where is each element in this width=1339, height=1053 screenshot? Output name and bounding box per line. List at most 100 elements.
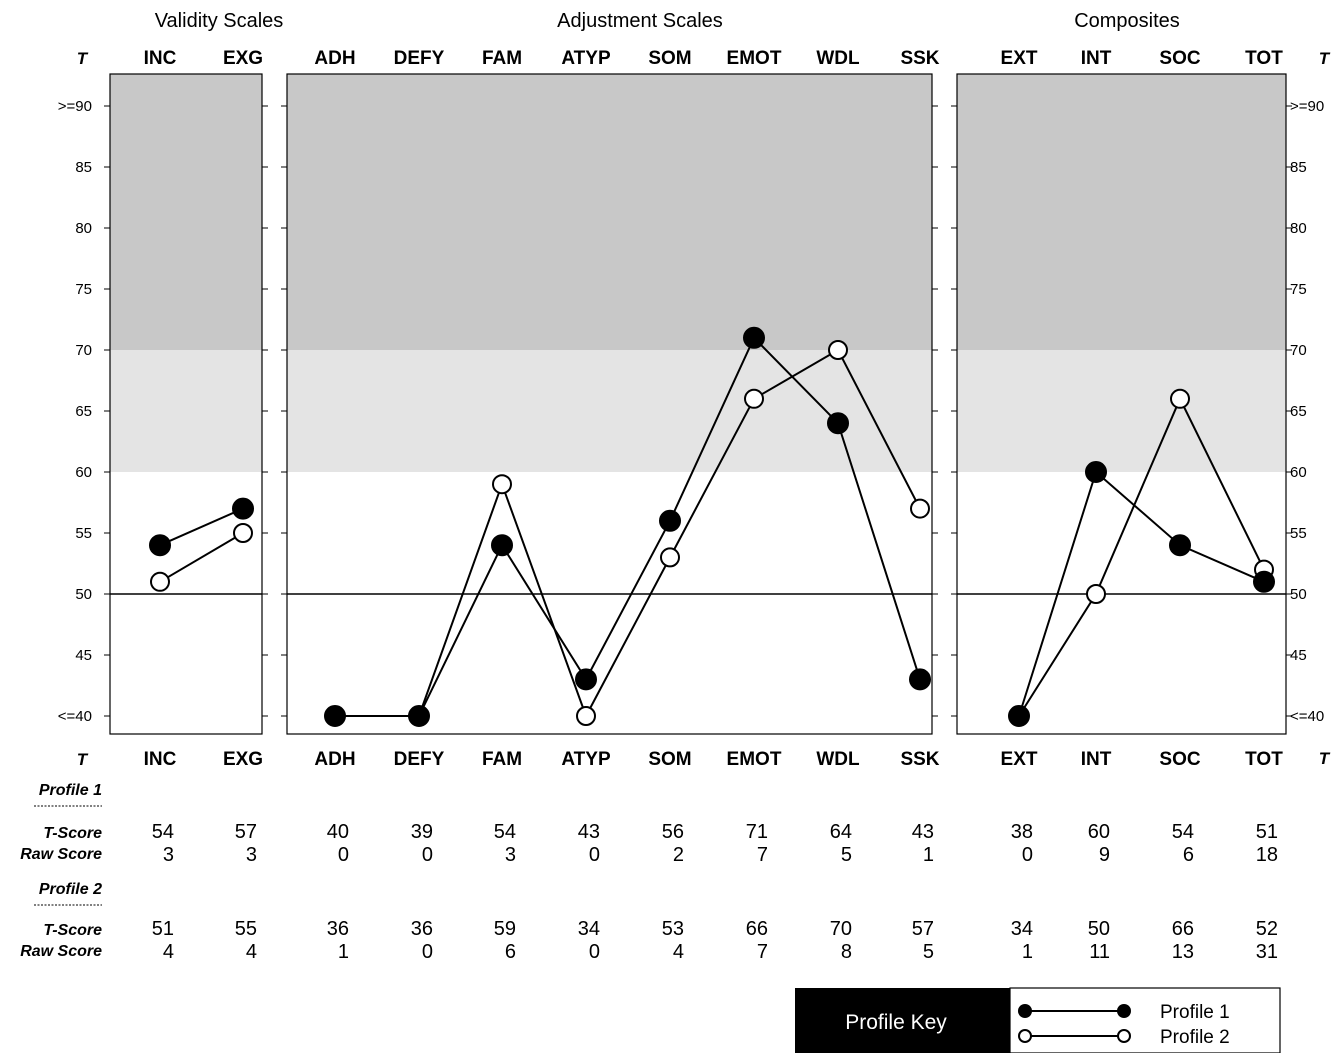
t-score-value: 59 (494, 918, 516, 940)
scale-label-top: SOM (648, 48, 691, 69)
raw-score-value: 5 (923, 941, 934, 963)
raw-score-value: 0 (422, 941, 433, 963)
group-title: Adjustment Scales (557, 10, 723, 32)
y-tick-label-left: 55 (75, 525, 92, 542)
scale-label-bottom: FAM (482, 749, 522, 770)
data-point-profile-2-int (1086, 584, 1106, 604)
raw-score-value: 3 (163, 844, 174, 866)
scale-label-bottom: EMOT (727, 749, 782, 770)
raw-score-value: 18 (1256, 844, 1278, 866)
legend-marker-profile-1 (1117, 1004, 1131, 1018)
t-score-value: 60 (1088, 821, 1110, 843)
y-tick-label-left: 60 (75, 464, 92, 481)
y-tick-label-right: >=90 (1290, 98, 1324, 115)
y-tick-label-left: 45 (75, 647, 92, 664)
t-score-value: 54 (152, 821, 174, 843)
y-tick-label-left: 50 (75, 586, 92, 603)
scale-label-bottom: EXG (223, 749, 263, 770)
scale-label-top: SSK (900, 48, 939, 69)
scale-label-top: INT (1081, 48, 1112, 69)
t-score-value: 40 (327, 821, 349, 843)
scale-label-top: SOC (1159, 48, 1200, 69)
legend-marker-profile-1 (1018, 1004, 1032, 1018)
band-elevated (287, 74, 932, 350)
scale-label-bottom: EXT (1001, 749, 1038, 770)
y-tick-label-left: 70 (75, 342, 92, 359)
t-score-value: 54 (1172, 821, 1194, 843)
scale-label-top: EXT (1001, 48, 1038, 69)
t-score-value: 53 (662, 918, 684, 940)
t-score-value: 43 (578, 821, 600, 843)
t-score-value: 36 (327, 918, 349, 940)
legend-label-profile-1: Profile 1 (1160, 1002, 1230, 1023)
t-score-label: T-Score (43, 825, 102, 842)
scale-label-top: EMOT (727, 48, 782, 69)
panel-border (109, 73, 263, 735)
t-score-value: 56 (662, 821, 684, 843)
raw-score-label: Raw Score (20, 943, 102, 960)
y-tick-label-left: 65 (75, 403, 92, 420)
scale-label-top: EXG (223, 48, 263, 69)
y-tick-label-right: 75 (1290, 281, 1307, 298)
series-line-profile-1 (159, 507, 244, 547)
t-score-value: 64 (830, 821, 852, 843)
chart-labels: >=90 >=90 85 85 80 80 75 75 70 70 65 65 60 60 55 55 50 50… (58, 10, 1331, 770)
raw-score-value: 3 (246, 844, 257, 866)
scale-label-bottom: ATYP (561, 749, 611, 770)
data-point-profile-2-atyp (576, 706, 596, 726)
t-score-value: 51 (1256, 821, 1278, 843)
raw-score-value: 5 (841, 844, 852, 866)
scale-label-bottom: INC (144, 749, 177, 770)
profile-header: Profile 1 (39, 782, 102, 799)
data-point-profile-2-emot (744, 388, 764, 409)
t-score-value: 36 (411, 918, 433, 940)
data-point-profile-2-wdl (828, 340, 848, 360)
y-tick-label-right: 70 (1290, 342, 1307, 359)
data-point-profile-1-emot (743, 326, 765, 349)
chart-bands (110, 74, 1286, 472)
profile-header: Profile 2 (39, 881, 102, 898)
raw-score-value: 7 (757, 941, 768, 963)
y-tick-label-right: 65 (1290, 403, 1307, 420)
t-score-value: 70 (830, 918, 852, 940)
raw-score-value: 6 (1183, 844, 1194, 866)
y-tick-label-right: 85 (1290, 159, 1307, 176)
series-line-profile-2 (159, 532, 244, 583)
y-tick-label-left: 85 (75, 159, 92, 176)
y-tick-label-right: 45 (1290, 647, 1307, 664)
chart-frame (104, 73, 1292, 735)
data-point-profile-1-inc (149, 534, 171, 557)
profile-key-title: Profile Key (845, 1011, 947, 1034)
data-point-profile-1-adh (324, 705, 346, 727)
raw-score-value: 0 (338, 844, 349, 866)
panel-border (286, 73, 933, 735)
scale-label-bottom: SSK (900, 749, 939, 770)
scale-label-top: TOT (1245, 48, 1283, 69)
profile-key-title-box (795, 988, 1010, 1053)
legend-marker-profile-2 (1018, 1029, 1032, 1043)
chart-series (149, 326, 1275, 727)
t-score-value: 71 (746, 821, 768, 843)
y-tick-label-right: 50 (1290, 586, 1307, 603)
raw-score-value: 3 (505, 844, 516, 866)
raw-score-value: 0 (589, 844, 600, 866)
data-point-profile-1-ext (1008, 705, 1030, 727)
data-point-profile-1-som (659, 509, 681, 532)
data-point-profile-1-ssk (909, 668, 931, 691)
scale-label-bottom: DEFY (394, 749, 445, 770)
raw-score-value: 4 (246, 941, 257, 963)
t-score-value: 57 (912, 918, 934, 940)
scale-label-top: DEFY (394, 48, 445, 69)
data-point-profile-1-atyp (575, 668, 597, 691)
raw-score-value: 0 (589, 941, 600, 963)
raw-score-value: 9 (1099, 844, 1110, 866)
scale-label-bottom: SOC (1159, 749, 1200, 770)
t-score-value: 34 (1011, 918, 1033, 940)
group-title: Composites (1074, 10, 1180, 32)
scale-label-top: ATYP (561, 48, 611, 69)
band-at-risk (110, 350, 262, 472)
raw-score-value: 1 (923, 844, 934, 866)
group-title: Validity Scales (155, 10, 284, 32)
t-score-value: 52 (1256, 918, 1278, 940)
